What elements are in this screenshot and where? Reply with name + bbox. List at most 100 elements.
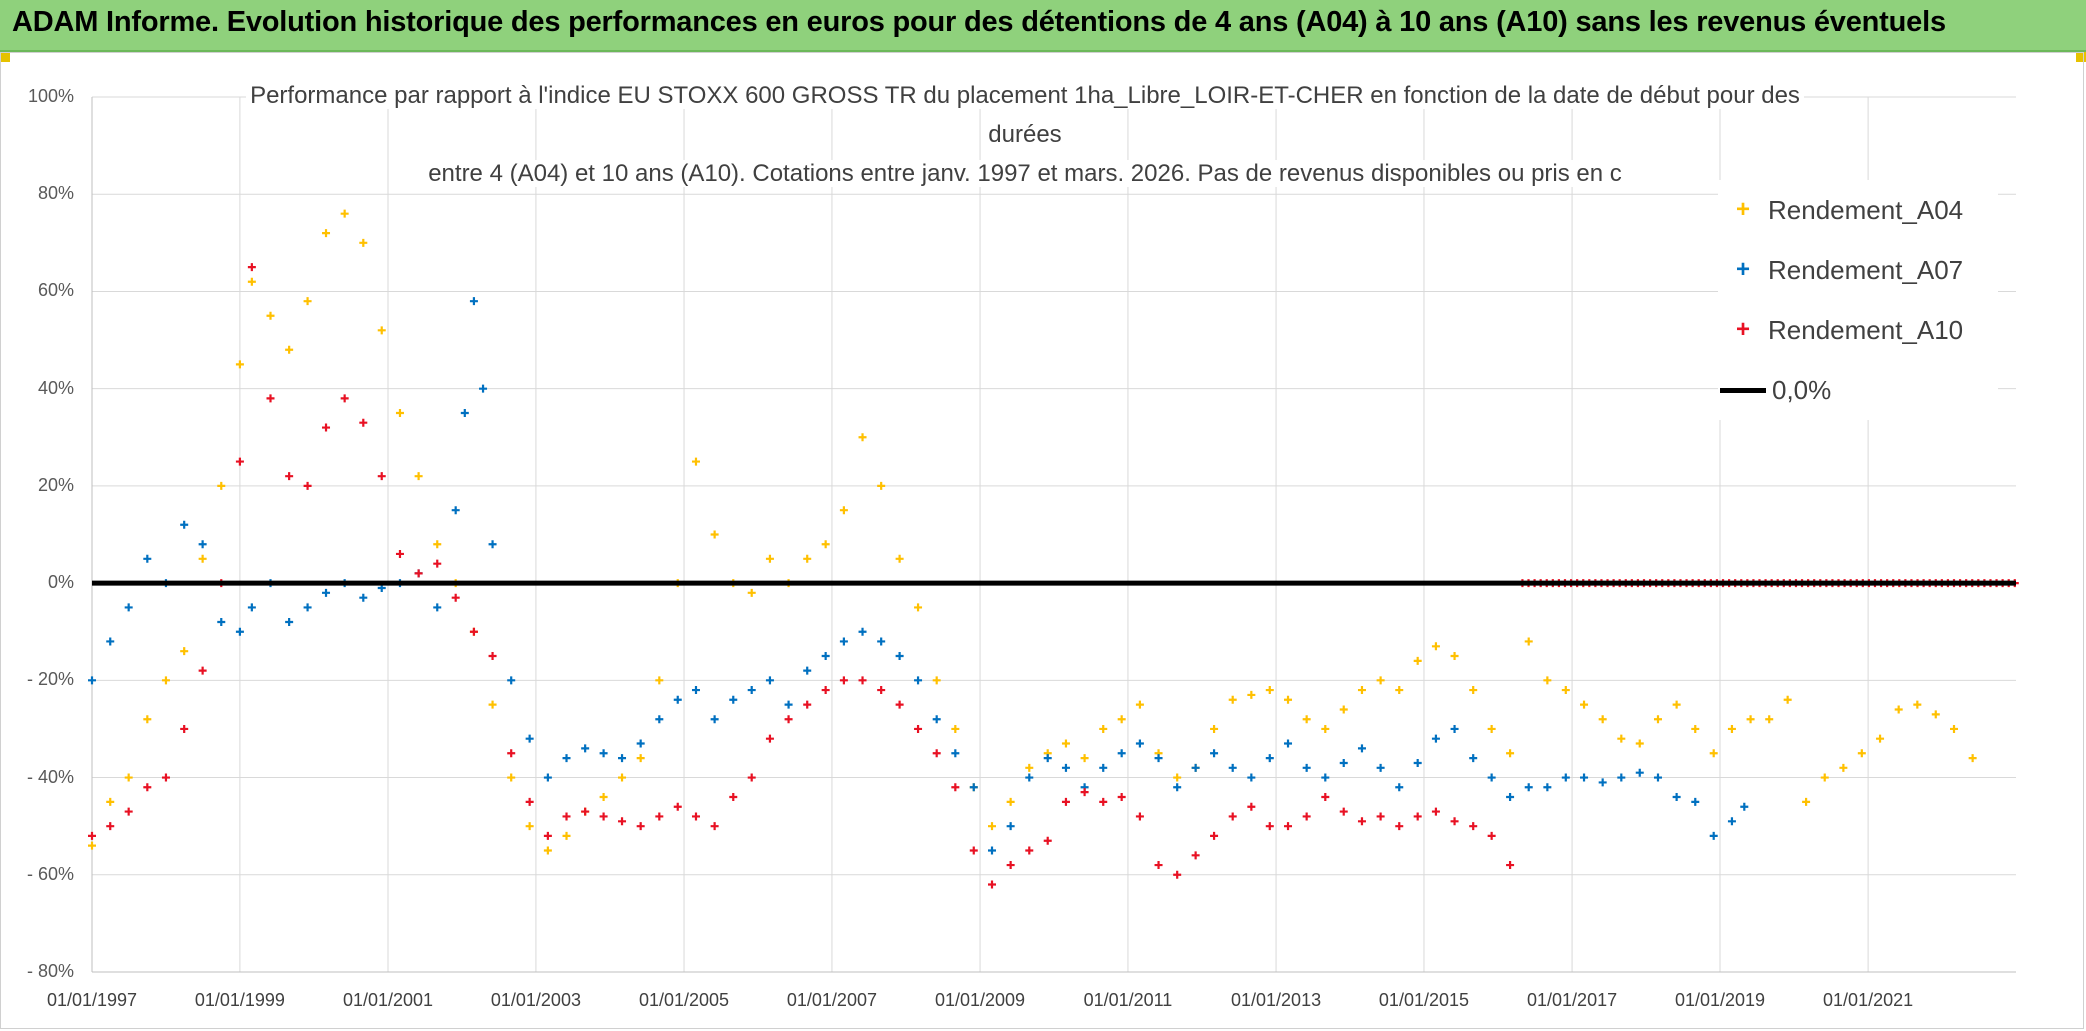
data-point-rendement-a07 (1543, 783, 1552, 792)
data-point-rendement-a04 (691, 457, 700, 466)
x-tick-label: 01/01/2021 (1823, 990, 1914, 1010)
data-point-rendement-a04 (1727, 724, 1736, 733)
data-point-rendement-a10 (266, 394, 275, 403)
data-point-rendement-a10 (124, 807, 133, 816)
data-point-rendement-a07 (460, 408, 469, 417)
data-point-rendement-a07 (479, 384, 488, 393)
report-banner: ADAM Informe. Evolution historique des p… (0, 0, 2086, 52)
data-point-rendement-a10 (1284, 822, 1293, 831)
data-point-rendement-a04 (599, 793, 608, 801)
data-point-rendement-a07 (1191, 763, 1200, 772)
data-point-rendement-a07 (914, 676, 923, 685)
data-point-rendement-a07 (951, 749, 960, 758)
data-point-rendement-a04 (1672, 700, 1681, 709)
data-point-rendement-a10 (414, 569, 423, 578)
data-point-rendement-a10 (143, 783, 152, 792)
data-point-rendement-a10 (1506, 861, 1515, 870)
data-point-rendement-a10 (507, 749, 516, 758)
data-point-rendement-a04 (1395, 686, 1404, 695)
data-point-rendement-a04 (1746, 715, 1755, 724)
data-point-rendement-a10 (106, 822, 115, 831)
data-point-rendement-a07 (469, 297, 478, 306)
chart-subtitle-line-2: durées (200, 121, 1850, 149)
data-point-rendement-a04 (932, 676, 941, 685)
x-tick-label: 01/01/2015 (1378, 990, 1470, 1010)
data-point-rendement-a07 (1321, 773, 1330, 782)
data-point-rendement-a07 (1228, 763, 1237, 772)
data-point-rendement-a04 (1506, 749, 1515, 758)
data-point-rendement-a04 (1321, 724, 1330, 733)
data-point-rendement-a04 (303, 297, 312, 306)
data-point-rendement-a07 (1487, 773, 1496, 782)
data-point-rendement-a04 (285, 345, 294, 354)
data-point-rendement-a07 (359, 593, 368, 602)
data-point-rendement-a04 (198, 554, 207, 563)
data-point-rendement-a10 (877, 686, 886, 695)
data-point-rendement-a04 (1635, 739, 1644, 748)
data-point-rendement-a07 (1265, 754, 1274, 763)
data-point-rendement-a10 (1061, 797, 1070, 806)
banner-corner-right (2076, 52, 2086, 62)
data-point-rendement-a07 (543, 773, 552, 782)
y-tick-label: 40% (37, 377, 74, 398)
data-point-rendement-a04 (1487, 724, 1496, 733)
data-point-rendement-a04 (1431, 642, 1440, 651)
y-tick-label: 100% (27, 86, 74, 106)
banner-corner-left (0, 52, 10, 62)
data-point-rendement-a04 (395, 408, 404, 417)
data-point-rendement-a04 (895, 554, 904, 563)
y-tick-label: - 20% (26, 669, 74, 690)
data-point-rendement-a04 (1543, 676, 1552, 685)
data-point-rendement-a07 (1099, 763, 1108, 772)
y-tick-label: - 40% (26, 766, 74, 787)
data-point-rendement-a10 (1099, 797, 1108, 806)
data-point-rendement-a04 (1820, 773, 1829, 782)
data-point-rendement-a07 (1431, 734, 1440, 743)
data-point-rendement-a10 (1487, 831, 1496, 840)
data-point-rendement-a10 (951, 783, 960, 792)
y-tick-label: 0% (47, 572, 74, 593)
data-point-rendement-a10 (1135, 812, 1144, 821)
data-point-rendement-a07 (562, 754, 571, 763)
data-point-rendement-a04 (1247, 690, 1256, 699)
data-point-rendement-a10 (1450, 817, 1459, 826)
data-point-rendement-a07 (988, 846, 997, 855)
data-point-rendement-a04 (414, 472, 423, 481)
data-point-rendement-a10 (433, 559, 442, 568)
data-point-rendement-a04 (217, 481, 226, 490)
data-point-rendement-a07 (433, 603, 442, 612)
data-point-rendement-a10 (1117, 793, 1126, 801)
data-point-rendement-a10 (895, 700, 904, 709)
legend-marker-a07: + (1735, 256, 1750, 283)
data-point-rendement-a04 (877, 481, 886, 490)
legend-item-zero: 0,0% (1718, 370, 1831, 410)
data-point-rendement-a10 (932, 749, 941, 758)
data-point-rendement-a04 (1228, 695, 1237, 704)
data-point-rendement-a10 (377, 472, 386, 481)
data-point-rendement-a07 (803, 666, 812, 675)
series-markers (88, 209, 2019, 889)
data-point-rendement-a10 (1339, 807, 1348, 816)
data-point-rendement-a07 (217, 618, 226, 626)
data-point-rendement-a10 (655, 812, 664, 821)
data-point-rendement-a10 (1376, 812, 1385, 821)
data-point-rendement-a04 (1765, 715, 1774, 724)
data-point-rendement-a04 (1839, 763, 1848, 772)
x-tick-label: 01/01/2007 (786, 990, 877, 1010)
data-point-rendement-a10 (988, 880, 997, 889)
data-point-rendement-a04 (1653, 715, 1662, 724)
y-tick-label: - 80% (26, 961, 74, 981)
data-point-rendement-a07 (729, 695, 738, 704)
data-point-rendement-a07 (1247, 773, 1256, 782)
data-point-rendement-a10 (180, 724, 189, 733)
data-point-rendement-a10 (1154, 861, 1163, 870)
data-point-rendement-a04 (636, 754, 645, 763)
data-point-rendement-a04 (1025, 763, 1034, 772)
legend-item-a10: + Rendement_A10 (1718, 310, 1963, 350)
data-point-rendement-a10 (673, 802, 682, 811)
data-point-rendement-a07 (858, 627, 867, 636)
data-point-rendement-a04 (1006, 797, 1015, 806)
data-point-rendement-a07 (1506, 793, 1515, 801)
data-point-rendement-a04 (1450, 652, 1459, 661)
data-point-rendement-a07 (507, 676, 516, 685)
